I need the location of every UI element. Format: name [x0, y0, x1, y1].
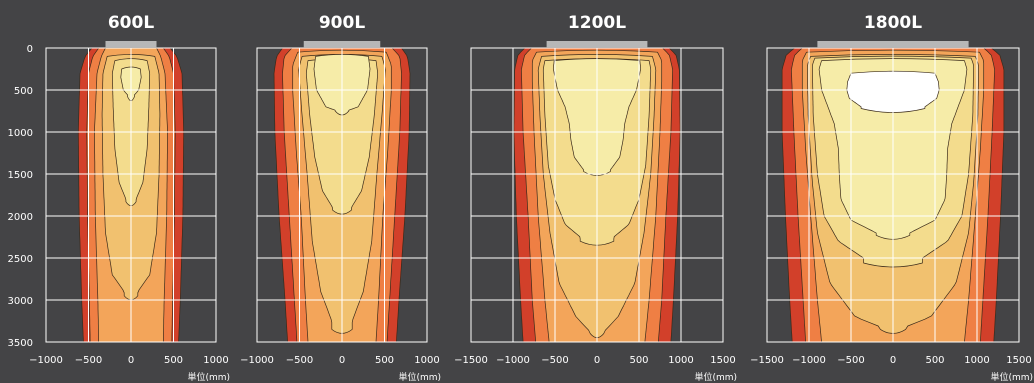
y-tick-label: 3000 — [8, 296, 33, 307]
x-tick-label: −1500 — [750, 355, 784, 366]
x-tick-label: −500 — [837, 355, 864, 366]
x-tick-label: 1000 — [964, 355, 989, 366]
y-tick-label: 500 — [14, 86, 33, 97]
x-tick-label: 0 — [128, 355, 134, 366]
x-tick-label: 1000 — [414, 355, 439, 366]
x-tick-label: 500 — [629, 355, 648, 366]
x-tick-label: 1500 — [1006, 355, 1031, 366]
chart-title: 600L — [108, 13, 154, 33]
unit-label: 単位(mm) — [398, 371, 441, 383]
x-tick-label: −1000 — [29, 355, 63, 366]
chart-panel-1800L: 1800L −1500 −1000 −500 0 500 1000 1500 単位(mm) — [750, 13, 1033, 383]
fixture-bar — [546, 41, 648, 48]
chart-panel-900L: 900L −1000 −500 0 500 1000 単位(mm) — [240, 13, 441, 383]
chart-title: 900L — [319, 13, 365, 33]
chart-panel-600L: 600L −1000 −500 0 500 1000 単位(mm) — [29, 13, 230, 383]
chart-title: 1800L — [864, 13, 922, 33]
x-tick-label: 1000 — [203, 355, 228, 366]
y-tick-label: 2000 — [8, 212, 33, 223]
x-tick-label: −500 — [75, 355, 102, 366]
fixture-bar — [817, 41, 969, 48]
unit-label: 単位(mm) — [187, 371, 230, 383]
x-tick-label: 500 — [925, 355, 944, 366]
x-tick-label: −500 — [286, 355, 313, 366]
fixture-bar — [105, 41, 157, 48]
x-tick-label: 1500 — [710, 355, 735, 366]
x-tick-label: 500 — [375, 355, 394, 366]
x-tick-label: −1500 — [454, 355, 488, 366]
y-tick-label: 2500 — [8, 254, 33, 265]
contour-group — [781, 48, 1005, 342]
fixture-bar — [303, 41, 381, 48]
unit-label: 単位(mm) — [990, 371, 1033, 383]
y-tick-label: 3500 — [8, 338, 33, 349]
x-tick-label: −1000 — [792, 355, 826, 366]
y-tick-label: 1000 — [8, 128, 33, 139]
x-tick-label: −1000 — [496, 355, 530, 366]
x-tick-label: 500 — [164, 355, 183, 366]
chart-panel-1200L: 1200L −1500 −1000 −500 0 500 1000 1500 単位(mm) — [454, 13, 737, 383]
x-tick-label: 0 — [339, 355, 345, 366]
x-tick-label: 0 — [890, 355, 896, 366]
x-tick-label: 0 — [594, 355, 600, 366]
x-tick-label: −1000 — [240, 355, 274, 366]
x-tick-label: 1000 — [668, 355, 693, 366]
unit-label: 単位(mm) — [694, 371, 737, 383]
x-tick-label: −500 — [541, 355, 568, 366]
y-tick-label: 1500 — [8, 170, 33, 181]
chart-title: 1200L — [568, 13, 626, 33]
y-tick-label: 0 — [27, 44, 33, 55]
